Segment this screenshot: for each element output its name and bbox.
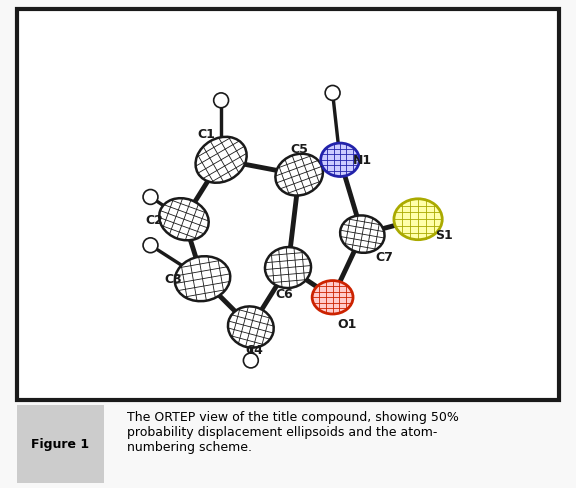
Ellipse shape xyxy=(175,257,230,302)
Text: C1: C1 xyxy=(198,128,215,141)
Ellipse shape xyxy=(265,247,311,288)
Text: S1: S1 xyxy=(435,228,453,241)
Circle shape xyxy=(244,353,258,368)
Text: C2: C2 xyxy=(145,213,163,226)
Ellipse shape xyxy=(159,199,209,241)
Text: Figure 1: Figure 1 xyxy=(32,438,89,450)
Ellipse shape xyxy=(321,144,359,177)
Circle shape xyxy=(143,238,158,253)
Ellipse shape xyxy=(195,138,247,183)
Text: C4: C4 xyxy=(245,343,263,356)
Ellipse shape xyxy=(394,200,442,240)
Text: C5: C5 xyxy=(290,143,308,156)
Text: N1: N1 xyxy=(353,154,372,167)
Text: O1: O1 xyxy=(338,317,357,330)
Ellipse shape xyxy=(340,216,385,253)
Text: The ORTEP view of the title compound, showing 50%
probability displacement ellip: The ORTEP view of the title compound, sh… xyxy=(127,410,458,453)
Text: C3: C3 xyxy=(164,273,181,285)
Circle shape xyxy=(214,94,229,108)
Text: C6: C6 xyxy=(275,287,293,301)
Ellipse shape xyxy=(275,154,323,196)
Circle shape xyxy=(143,190,158,205)
Text: C7: C7 xyxy=(376,250,393,264)
Ellipse shape xyxy=(228,307,274,348)
Ellipse shape xyxy=(312,281,353,314)
FancyBboxPatch shape xyxy=(17,405,104,483)
Circle shape xyxy=(325,86,340,101)
FancyBboxPatch shape xyxy=(17,10,559,400)
